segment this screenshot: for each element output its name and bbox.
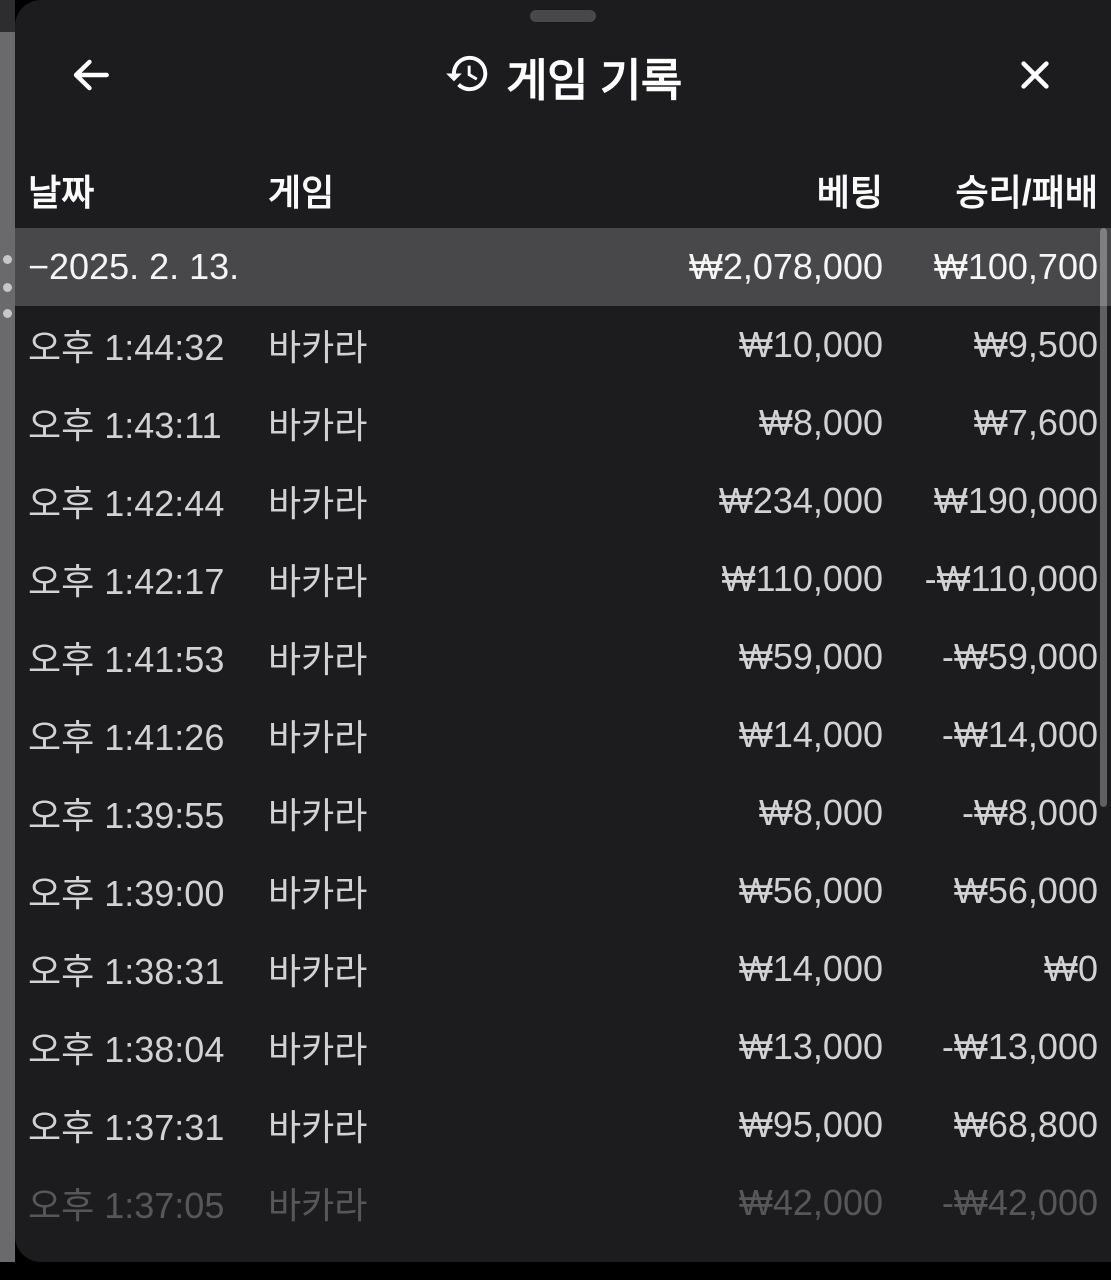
cell-time: 오후 1:38:04 — [28, 1029, 225, 1070]
close-button[interactable] — [1011, 52, 1059, 100]
cell-bet: ₩95,000 — [738, 1104, 883, 1145]
summary-date: −2025. 2. 13. — [28, 246, 240, 287]
cell-winloss: ₩7,600 — [973, 402, 1098, 443]
cell-bet: ₩8,000 — [758, 792, 883, 833]
modal-header: 게임 기록 — [67, 46, 1059, 106]
page-title: 게임 기록 — [506, 54, 682, 106]
modal-title: 게임 기록 — [444, 46, 682, 106]
underlay-dot — [3, 309, 12, 318]
cell-winloss: -₩110,000 — [924, 558, 1098, 599]
table-header-row: 날짜 게임 베팅 승리/패배 — [15, 152, 1111, 228]
table-body: 오후 1:44:32 바카라 ₩10,000 ₩9,500 오후 1:43:11 바카라 ₩… — [15, 306, 1111, 1242]
arrow-left-icon — [68, 52, 114, 101]
cell-game: 바카라 — [268, 561, 368, 602]
cell-time: 오후 1:38:31 — [28, 951, 225, 992]
game-history-modal: 게임 기록 날짜 게임 베팅 승리/패배 −2025. 2. 13. ₩2,07… — [15, 0, 1111, 1262]
table-row[interactable]: 오후 1:38:04 바카라 ₩13,000 -₩13,000 — [15, 1008, 1111, 1086]
cell-time: 오후 1:37:05 — [28, 1185, 225, 1226]
cell-time: 오후 1:42:17 — [28, 561, 225, 602]
background-page-edge — [0, 0, 15, 1262]
table-row[interactable]: 오후 1:43:11 바카라 ₩8,000 ₩7,600 — [15, 384, 1111, 462]
cell-winloss: -₩8,000 — [961, 792, 1098, 833]
cell-bet: ₩10,000 — [738, 324, 883, 365]
cell-game: 바카라 — [268, 639, 368, 680]
cell-game: 바카라 — [268, 717, 368, 758]
cell-time: 오후 1:44:32 — [28, 327, 225, 368]
cell-time: 오후 1:41:53 — [28, 639, 225, 680]
background-page-header-edge — [0, 0, 15, 32]
summary-winloss-total: ₩100,700 — [933, 246, 1098, 287]
cell-game: 바카라 — [268, 1185, 368, 1226]
cell-game: 바카라 — [268, 951, 368, 992]
cell-winloss: -₩14,000 — [941, 714, 1098, 755]
table-row[interactable]: 오후 1:42:44 바카라 ₩234,000 ₩190,000 — [15, 462, 1111, 540]
table-row[interactable]: 오후 1:41:53 바카라 ₩59,000 -₩59,000 — [15, 618, 1111, 696]
table-row[interactable]: 오후 1:42:17 바카라 ₩110,000 -₩110,000 — [15, 540, 1111, 618]
cell-bet: ₩14,000 — [738, 948, 883, 989]
cell-game: 바카라 — [268, 795, 368, 836]
col-header-game: 게임 — [268, 172, 335, 213]
cell-winloss: -₩42,000 — [941, 1182, 1098, 1223]
cell-game: 바카라 — [268, 1029, 368, 1070]
col-header-winloss: 승리/패배 — [955, 172, 1098, 213]
table-row[interactable]: 오후 1:39:00 바카라 ₩56,000 ₩56,000 — [15, 852, 1111, 930]
cell-time: 오후 1:41:26 — [28, 717, 225, 758]
col-header-bet: 베팅 — [816, 172, 883, 213]
cell-game: 바카라 — [268, 873, 368, 914]
table-row[interactable]: 오후 1:41:26 바카라 ₩14,000 -₩14,000 — [15, 696, 1111, 774]
cell-bet: ₩13,000 — [738, 1026, 883, 1067]
table-row[interactable]: 오후 1:44:32 바카라 ₩10,000 ₩9,500 — [15, 306, 1111, 384]
cell-bet: ₩234,000 — [718, 480, 883, 521]
cell-winloss: ₩56,000 — [953, 870, 1098, 911]
cell-time: 오후 1:39:55 — [28, 795, 225, 836]
cell-winloss: ₩9,500 — [973, 324, 1098, 365]
cell-bet: ₩59,000 — [738, 636, 883, 677]
cell-winloss: -₩59,000 — [941, 636, 1098, 677]
cell-bet: ₩14,000 — [738, 714, 883, 755]
summary-bet-total: ₩2,078,000 — [688, 246, 883, 287]
col-header-date: 날짜 — [28, 172, 95, 213]
underlay-dot — [3, 283, 12, 292]
table-row[interactable]: 오후 1:37:31 바카라 ₩95,000 ₩68,800 — [15, 1086, 1111, 1164]
cell-time: 오후 1:37:31 — [28, 1107, 225, 1148]
table-row[interactable]: 오후 1:38:31 바카라 ₩14,000 ₩0 — [15, 930, 1111, 1008]
cell-game: 바카라 — [268, 483, 368, 524]
cell-winloss: -₩13,000 — [941, 1026, 1098, 1067]
cell-game: 바카라 — [268, 1107, 368, 1148]
cell-winloss: ₩190,000 — [933, 480, 1098, 521]
cell-game: 바카라 — [268, 405, 368, 446]
cell-winloss: ₩68,800 — [953, 1104, 1098, 1145]
cell-bet: ₩56,000 — [738, 870, 883, 911]
cell-bet: ₩42,000 — [738, 1182, 883, 1223]
cell-time: 오후 1:42:44 — [28, 483, 225, 524]
drag-handle[interactable] — [530, 10, 596, 22]
cell-winloss: ₩0 — [1044, 948, 1098, 989]
close-icon — [1013, 53, 1057, 100]
summary-row[interactable]: −2025. 2. 13. ₩2,078,000 ₩100,700 — [15, 228, 1111, 306]
cell-bet: ₩110,000 — [721, 558, 883, 599]
cell-time: 오후 1:43:11 — [28, 405, 222, 446]
underlay-dot — [3, 255, 12, 264]
table-row[interactable]: 오후 1:37:05 바카라 ₩42,000 -₩42,000 — [15, 1164, 1111, 1242]
cell-time: 오후 1:39:00 — [28, 873, 225, 914]
scrollbar-thumb[interactable] — [1100, 228, 1107, 807]
cell-bet: ₩8,000 — [758, 402, 883, 443]
back-button[interactable] — [67, 52, 115, 100]
cell-game: 바카라 — [268, 327, 368, 368]
table-row[interactable]: 오후 1:39:55 바카라 ₩8,000 -₩8,000 — [15, 774, 1111, 852]
history-icon — [444, 50, 491, 102]
